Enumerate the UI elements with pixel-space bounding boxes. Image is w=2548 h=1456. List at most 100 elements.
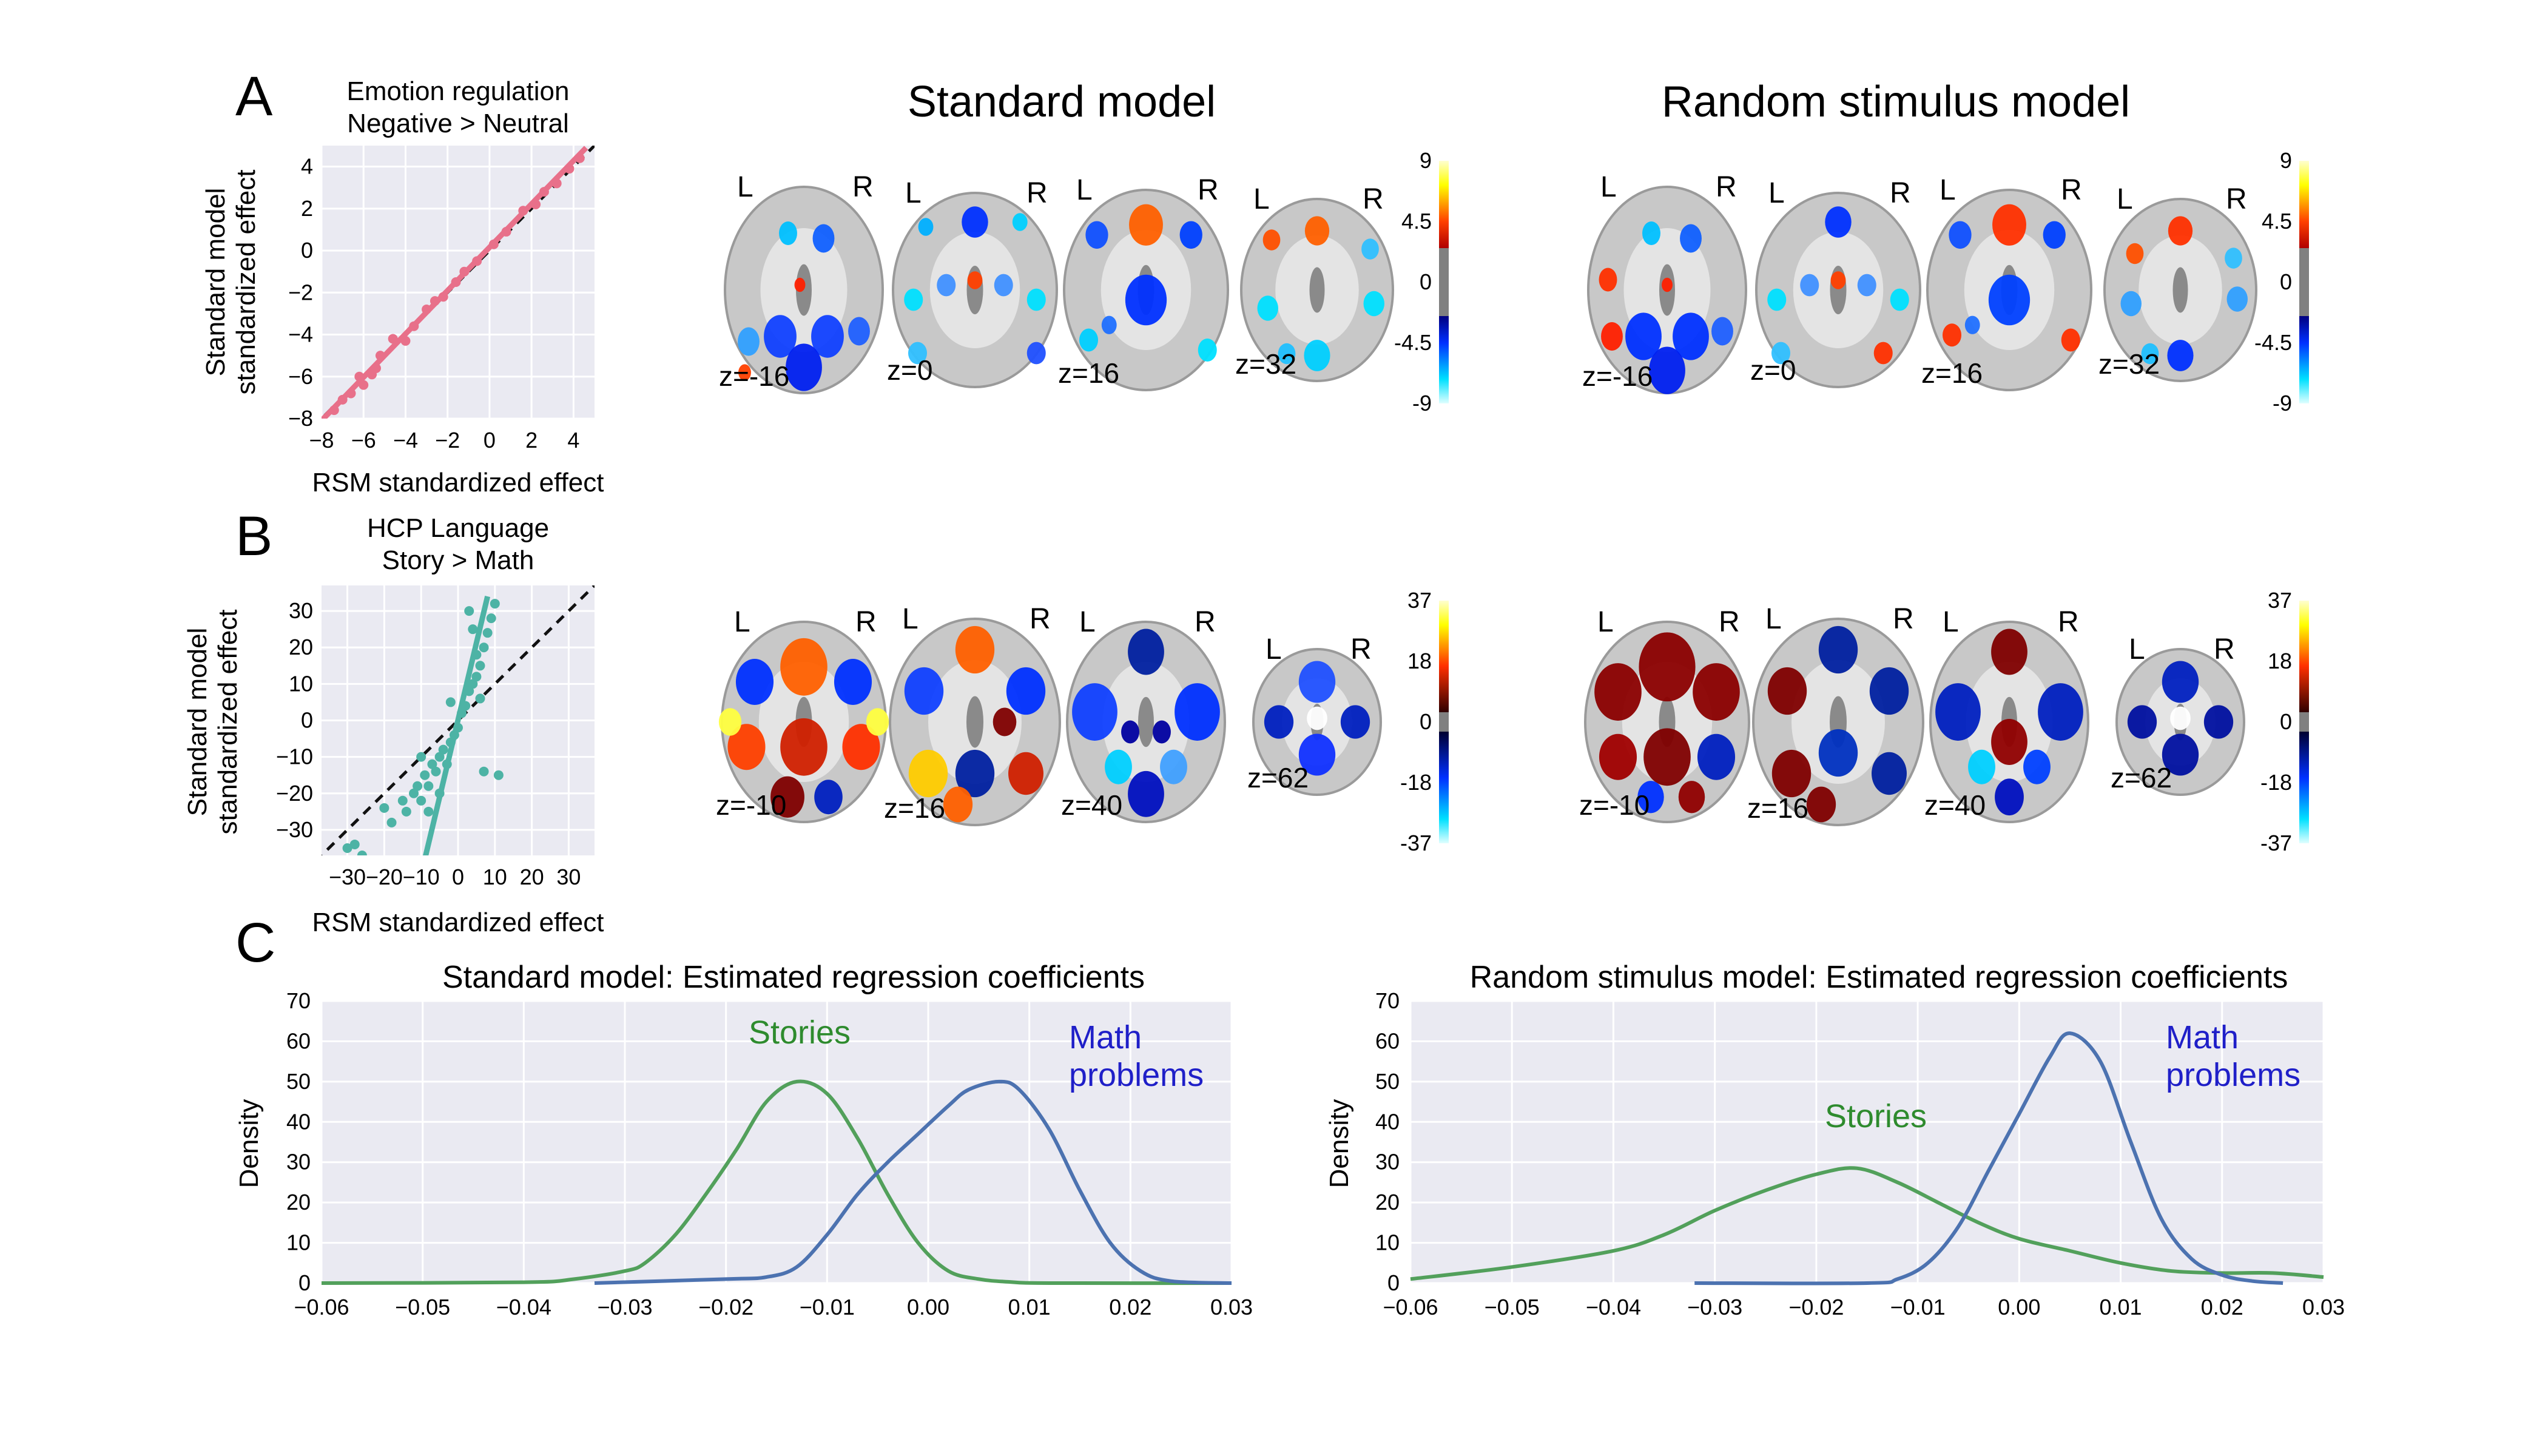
activation-blob bbox=[1639, 632, 1696, 702]
y-tick-label: 4 bbox=[301, 154, 313, 179]
scatter-point bbox=[423, 806, 434, 817]
activation-blob bbox=[1642, 221, 1660, 246]
hemisphere-label-right: R bbox=[855, 606, 877, 638]
hemisphere-label-right: R bbox=[2214, 633, 2235, 666]
scatter-point bbox=[564, 164, 575, 174]
scatter-point bbox=[431, 766, 441, 777]
activation-blob bbox=[2167, 340, 2194, 371]
x-tick-label: 20 bbox=[520, 864, 544, 889]
y-tick-label: 2 bbox=[301, 196, 313, 221]
x-tick-label: −30 bbox=[329, 864, 366, 889]
activation-blob bbox=[1129, 204, 1163, 246]
y-tick-label: 50 bbox=[286, 1069, 311, 1094]
hemisphere-label-left: L bbox=[902, 603, 918, 635]
scatter-point bbox=[551, 178, 562, 189]
standard-a-slice: z=32 L R bbox=[1235, 183, 1394, 382]
x-tick-label: 0.03 bbox=[1210, 1295, 1253, 1320]
activation-blob bbox=[1363, 291, 1384, 317]
scatter-point bbox=[342, 843, 352, 853]
activation-blob bbox=[1830, 271, 1846, 289]
x-tick-label: −0.01 bbox=[800, 1295, 855, 1320]
y-tick-label: 40 bbox=[1375, 1109, 1400, 1134]
hemisphere-label-left: L bbox=[1597, 606, 1614, 638]
random-a-slice: z=-16 L R bbox=[1582, 171, 1747, 394]
x-tick-label: 0.00 bbox=[1998, 1295, 2040, 1320]
activation-blob bbox=[1153, 720, 1171, 744]
scatter-b-title-line2: Story > Math bbox=[382, 545, 534, 575]
slice-z-label: z=62 bbox=[2111, 762, 2172, 794]
x-tick-label: 2 bbox=[525, 428, 538, 453]
activation-blob bbox=[735, 659, 774, 705]
colorbar-tick-label: 0 bbox=[2280, 709, 2292, 734]
y-tick-label: 30 bbox=[289, 598, 313, 623]
activation-blob bbox=[1085, 221, 1108, 249]
activation-blob bbox=[1026, 342, 1046, 365]
activation-blob bbox=[780, 718, 827, 776]
panel-letter-a: A bbox=[235, 66, 273, 127]
activation-blob bbox=[1649, 346, 1685, 394]
activation-blob bbox=[1179, 221, 1202, 249]
math-label-standard-1: Math bbox=[1069, 1019, 1142, 1056]
x-tick-label: 0.02 bbox=[2201, 1295, 2243, 1320]
colorbar-tick-label: 4.5 bbox=[2262, 209, 2292, 234]
activation-blob bbox=[2162, 661, 2199, 703]
colorbar-tick-label: 4.5 bbox=[1401, 209, 1432, 234]
activation-blob bbox=[1693, 663, 1740, 721]
x-tick-label: −0.03 bbox=[597, 1295, 652, 1320]
scatter-point bbox=[337, 394, 348, 405]
activation-blob bbox=[811, 315, 844, 358]
panel-letter-b: B bbox=[235, 505, 272, 567]
panel-letter-c: C bbox=[235, 912, 275, 974]
scatter-point bbox=[388, 334, 398, 344]
slice-z-label: z=32 bbox=[1235, 348, 1296, 380]
activation-blob bbox=[1771, 749, 1812, 798]
scatter-point bbox=[479, 766, 489, 777]
activation-blob bbox=[908, 342, 928, 365]
y-tick-label: −8 bbox=[288, 406, 313, 431]
activation-blob bbox=[1601, 322, 1623, 351]
hemisphere-label-left: L bbox=[1940, 174, 1956, 206]
scatter-point bbox=[409, 788, 419, 798]
colorbar-a-random: 9 4.5 0 -4.5 -9 bbox=[2254, 148, 2309, 416]
activation-blob bbox=[908, 749, 948, 798]
scatter-point bbox=[434, 752, 445, 762]
x-tick-label: 0 bbox=[452, 864, 464, 889]
hemisphere-label-right: R bbox=[1890, 177, 1911, 209]
activation-blob bbox=[1121, 720, 1139, 744]
scatter-point bbox=[459, 266, 470, 277]
y-tick-label: 60 bbox=[286, 1028, 311, 1053]
slice-z-label: z=40 bbox=[1924, 789, 1986, 821]
colorbar-a-standard: 9 4.5 0 -4.5 -9 bbox=[1394, 148, 1449, 416]
scatter-point bbox=[397, 795, 408, 806]
activation-blob bbox=[848, 317, 870, 346]
activation-blob bbox=[780, 638, 827, 696]
x-tick-label: −0.04 bbox=[1586, 1295, 1641, 1320]
hemisphere-label-left: L bbox=[1253, 183, 1270, 215]
activation-blob bbox=[1637, 781, 1664, 814]
activation-blob bbox=[1935, 683, 1981, 741]
scatter-a-ticks: −8 −6 −4 −2 0 2 4 −8 −6 −4 −2 0 2 4 bbox=[288, 154, 579, 453]
hemisphere-label-right: R bbox=[1719, 606, 1740, 638]
scatter-point bbox=[468, 679, 478, 689]
scatter-point bbox=[329, 405, 339, 416]
activation-blob bbox=[1307, 706, 1327, 730]
hemisphere-label-left: L bbox=[1943, 606, 1959, 638]
activation-blob bbox=[2061, 328, 2080, 352]
activation-blob bbox=[814, 780, 843, 815]
math-label-random-1: Math bbox=[2166, 1019, 2239, 1056]
random-b-slice: z=62 L R bbox=[2111, 633, 2245, 796]
scatter-a-points bbox=[329, 153, 585, 416]
x-tick-label: −6 bbox=[351, 428, 376, 453]
scatter-plot-b: HCP Language Story > Math −30 −20 −10 0 10 20… bbox=[183, 513, 604, 937]
density-standard-ylabel: Density bbox=[234, 1099, 264, 1188]
y-tick-label: 20 bbox=[289, 635, 313, 659]
activation-blob bbox=[1298, 661, 1336, 703]
density-random-title: Random stimulus model: Estimated regress… bbox=[1470, 960, 2288, 995]
scatter-point bbox=[472, 256, 482, 266]
scatter-point bbox=[449, 730, 459, 740]
density-standard-title: Standard model: Estimated regression coe… bbox=[442, 960, 1145, 995]
scatter-point bbox=[501, 226, 511, 237]
x-tick-label: 0.01 bbox=[1008, 1295, 1051, 1320]
scatter-point bbox=[359, 380, 369, 390]
